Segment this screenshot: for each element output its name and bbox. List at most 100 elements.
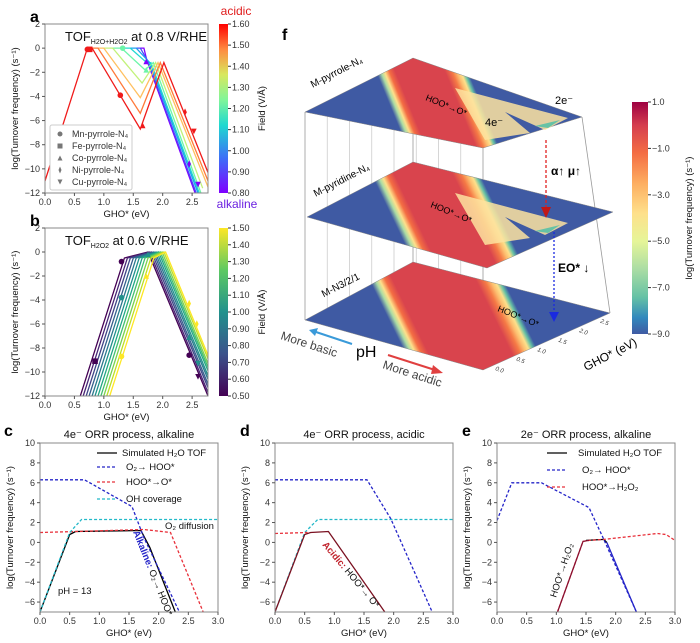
y-axis-label: log(Turnover frequency) (s⁻¹) [5,466,16,589]
plot-area [45,45,208,193]
x-tick-label: 0.0 [34,616,47,626]
legend-item: Cu-pyrrole-N₄ [72,177,128,187]
title-subscript: H2O2 [91,243,109,250]
y-tick-label: −6 [482,597,492,607]
series-line [40,528,204,612]
y-tick-label: 0 [35,43,40,53]
alkaline-bold: Alkaline: [130,529,155,570]
marker-square [86,46,93,53]
marker-square [92,358,98,364]
legend [49,124,133,191]
x-tick-label: 3.0 [212,616,225,626]
y-tick-label: −4 [260,577,270,587]
x-tick-label: 1.5 [127,400,140,410]
y-tick-label: −2 [30,67,40,77]
legend-item: Simulated H₂O TOF [122,448,206,459]
y-tick-label: −2 [260,557,270,567]
panel-label-b: b [30,213,40,230]
o2-diffusion-annotation: O₂ diffusion [165,521,214,532]
colorbar-tick-label: 1.0 [652,97,665,107]
panel-b: GHO* (eV) log(Turnover frequency) (s⁻¹) TO… [10,227,268,423]
legend-item: Fe-pyrrole-N₄ [72,141,127,151]
series-line [97,251,208,396]
more-basic-label: More basic [279,329,339,360]
panel-label-a: a [30,9,39,26]
eo-label: EO* ↓ [558,261,589,275]
marker-square [57,143,63,149]
colorbar-tick-label: 1.30 [232,257,250,267]
y-tick-label: 6 [30,478,35,488]
x-tick-label: 2.0 [609,616,622,626]
panel-e: GHO* (eV) log(Turnover frequency) (s⁻¹) 2e… [462,429,676,639]
series-line [140,47,196,193]
y-tick-label: −12 [25,188,40,198]
colorbar-label: log(Turnover frequency) (s⁻¹) [684,157,695,280]
marker-triangle-up [139,122,146,129]
y-tick-label: −2 [482,557,492,567]
series-line [106,251,208,396]
plot-area [275,479,453,612]
y-tick-label: −8 [30,343,40,353]
y-tick-label: 4 [487,498,492,508]
y-tick-label: 0 [265,537,270,547]
x-tick-label: 1.0 [550,616,563,626]
y-tick-label: 4 [265,498,270,508]
marker-triangle-up [143,67,150,73]
y-tick-label: −4 [30,91,40,101]
y-tick-label: 0 [30,537,35,547]
legend-item: OH coverage [126,494,182,505]
four-e-label: 4e⁻ [485,117,503,129]
marker-triangle-down [195,360,201,367]
acidic-label: acidic [221,4,252,18]
series-line [556,539,590,612]
colorbar-label: Field (V/Å) [257,290,268,335]
marker-triangle-down [195,181,201,188]
x-tick-label: 0.5 [68,400,81,410]
colorbar-tick-label: 0.80 [232,341,250,351]
more-basic-arrowhead [309,328,318,336]
gho-tick-label: 0.5 [515,357,526,366]
x-tick-label: 2.0 [156,197,169,207]
legend-item: Simulated H₂O TOF [578,448,662,459]
marker-diamond [183,108,187,116]
panel-label-d: d [240,423,250,440]
panel-a: GHO* (eV) log(Tumover frequency) (s⁻¹) TOF… [10,4,268,220]
panel-f: M-pyrrole-N₄M-pyridine-N₄M-N3/2/1HOO*→O*… [279,55,695,390]
marker-triangle-down [191,128,197,135]
y-tick-label: −6 [30,319,40,329]
marker-circle [118,294,125,301]
marker-triangle-up [143,273,150,279]
valley-region [455,88,568,140]
y-tick-label: −4 [25,577,35,587]
marker-diamond [58,166,62,174]
colorbar-tick-label: 1.20 [232,273,250,283]
series-line [275,531,308,535]
legend-item: HOO*→O* [126,477,172,488]
marker-triangle-up [57,155,63,161]
colorbar-tick-label: 1.30 [232,82,250,92]
colorbar-tick-label: −3.0 [652,190,670,200]
y-tick-label: 6 [265,478,270,488]
y-tick-label: 6 [487,478,492,488]
colorbar-tick-label: 1.20 [232,104,250,114]
x-tick-label: 0.5 [520,616,533,626]
y-tick-label: 2 [265,518,270,528]
x-tick-label: 0.5 [298,616,311,626]
alkaline-annotation: Alkaline: O₂→ HOO* [130,529,174,618]
y-tick-label: −2 [30,271,40,281]
chart-title: 4e⁻ ORR process, acidic [303,429,425,441]
panel-c: GHO* (eV) log(Turnover frequency) (s⁻¹) 4e… [5,429,219,639]
alpha-mu-label: α↑ μ↑ [551,164,581,178]
x-tick-label: 1.5 [123,616,136,626]
x-tick-label: 1.5 [127,197,140,207]
red-arrowhead [541,207,551,218]
x-axis-label: GHO* (eV) [104,209,150,220]
colorbar-tick-label: 0.90 [232,324,250,334]
acidic-path: HOO*→ O* [340,564,382,611]
colorbar-tick-label: 1.50 [232,40,250,50]
y-tick-label: 0 [487,537,492,547]
marker-circle [118,258,125,265]
legend-item: O₂→ HOO* [582,465,631,476]
x-axis-label: GHO* (eV) [563,628,609,639]
